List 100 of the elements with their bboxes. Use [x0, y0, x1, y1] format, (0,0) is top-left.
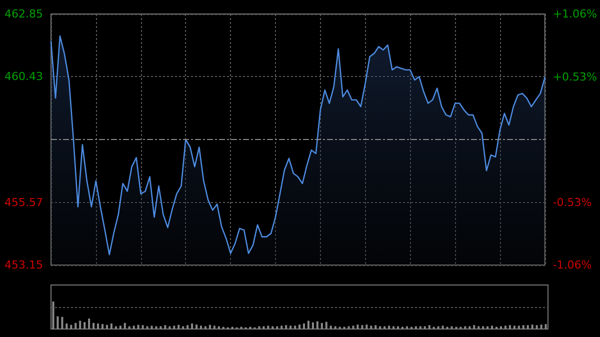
bar: [146, 326, 148, 329]
bar: [150, 326, 153, 329]
bar: [419, 326, 422, 329]
bar: [191, 324, 194, 329]
y2-tick-label: +1.06%: [552, 8, 598, 20]
y2-tick-label: -1.06%: [552, 258, 592, 272]
bar: [124, 322, 126, 329]
bar: [106, 324, 108, 329]
bar: [508, 325, 511, 329]
bar: [79, 320, 82, 329]
bar: [513, 326, 516, 329]
bar: [388, 326, 390, 329]
bar: [478, 326, 480, 329]
bar: [544, 324, 547, 329]
bar: [182, 326, 184, 329]
bar: [155, 326, 158, 329]
bar: [298, 324, 301, 329]
bar: [204, 326, 206, 329]
bar: [186, 325, 189, 329]
bar: [450, 326, 453, 329]
bar: [200, 326, 202, 329]
bar: [379, 326, 382, 329]
bar: [92, 322, 95, 329]
bar: [52, 302, 54, 329]
bar: [473, 325, 476, 329]
bar: [540, 324, 542, 329]
y-tick-label: 462.85: [4, 8, 43, 20]
bar: [137, 324, 140, 329]
bar: [61, 316, 64, 329]
bar: [500, 326, 502, 329]
bar: [258, 326, 260, 329]
bar: [491, 326, 494, 329]
bar: [164, 325, 166, 329]
y-tick-label: 460.43: [4, 70, 43, 84]
bar: [504, 326, 506, 329]
bar: [178, 324, 180, 329]
bar: [70, 324, 72, 329]
bar: [173, 326, 176, 329]
bar: [280, 326, 283, 329]
bar: [56, 316, 59, 329]
bar: [374, 325, 377, 329]
bar: [482, 326, 484, 329]
bar: [348, 326, 350, 329]
bar: [334, 326, 336, 329]
bar: [88, 318, 90, 329]
bar: [406, 326, 408, 329]
bar: [356, 324, 359, 329]
bar: [414, 326, 417, 329]
bar: [168, 326, 171, 329]
bar: [196, 324, 198, 329]
bar: [518, 326, 520, 329]
y-tick-label: 455.57: [4, 196, 43, 209]
bar: [396, 326, 400, 329]
bar: [119, 326, 122, 329]
bar: [370, 326, 372, 329]
bar: [160, 326, 162, 329]
bar: [536, 325, 538, 329]
bar: [442, 326, 444, 329]
y2-tick-label: -0.53%: [552, 196, 592, 209]
bar: [316, 321, 318, 329]
bar: [294, 326, 296, 329]
bar: [486, 326, 489, 329]
bar: [218, 326, 220, 329]
bar: [522, 325, 524, 329]
bar: [128, 326, 130, 329]
bar: [302, 324, 305, 329]
bar: [384, 326, 386, 329]
bar: [531, 324, 534, 329]
bar: [290, 326, 292, 329]
bar: [208, 324, 211, 329]
bar: [262, 326, 265, 329]
bar: [276, 326, 278, 329]
bar: [437, 326, 440, 329]
bar: [132, 326, 135, 329]
y-tick-label: 453.15: [4, 258, 43, 272]
bar: [361, 325, 364, 329]
bar: [114, 326, 117, 329]
bar: [285, 325, 288, 329]
bar: [325, 322, 328, 329]
bar: [213, 326, 216, 329]
bar: [267, 326, 270, 329]
bar: [307, 320, 310, 329]
bar: [66, 324, 68, 329]
bar: [101, 324, 104, 329]
bar: [74, 322, 77, 329]
bar: [428, 325, 430, 329]
bar: [84, 322, 86, 329]
bar: [312, 322, 314, 329]
bar: [97, 324, 100, 329]
bar: [468, 326, 471, 329]
bar: [424, 326, 426, 329]
bar: [272, 326, 274, 329]
y2-tick-label: +0.53%: [552, 70, 598, 84]
bar: [526, 325, 529, 329]
bar: [366, 324, 368, 329]
bar: [320, 322, 323, 329]
bar: [392, 326, 395, 329]
bar: [142, 325, 144, 329]
bar: [464, 326, 466, 329]
bar: [110, 324, 112, 329]
